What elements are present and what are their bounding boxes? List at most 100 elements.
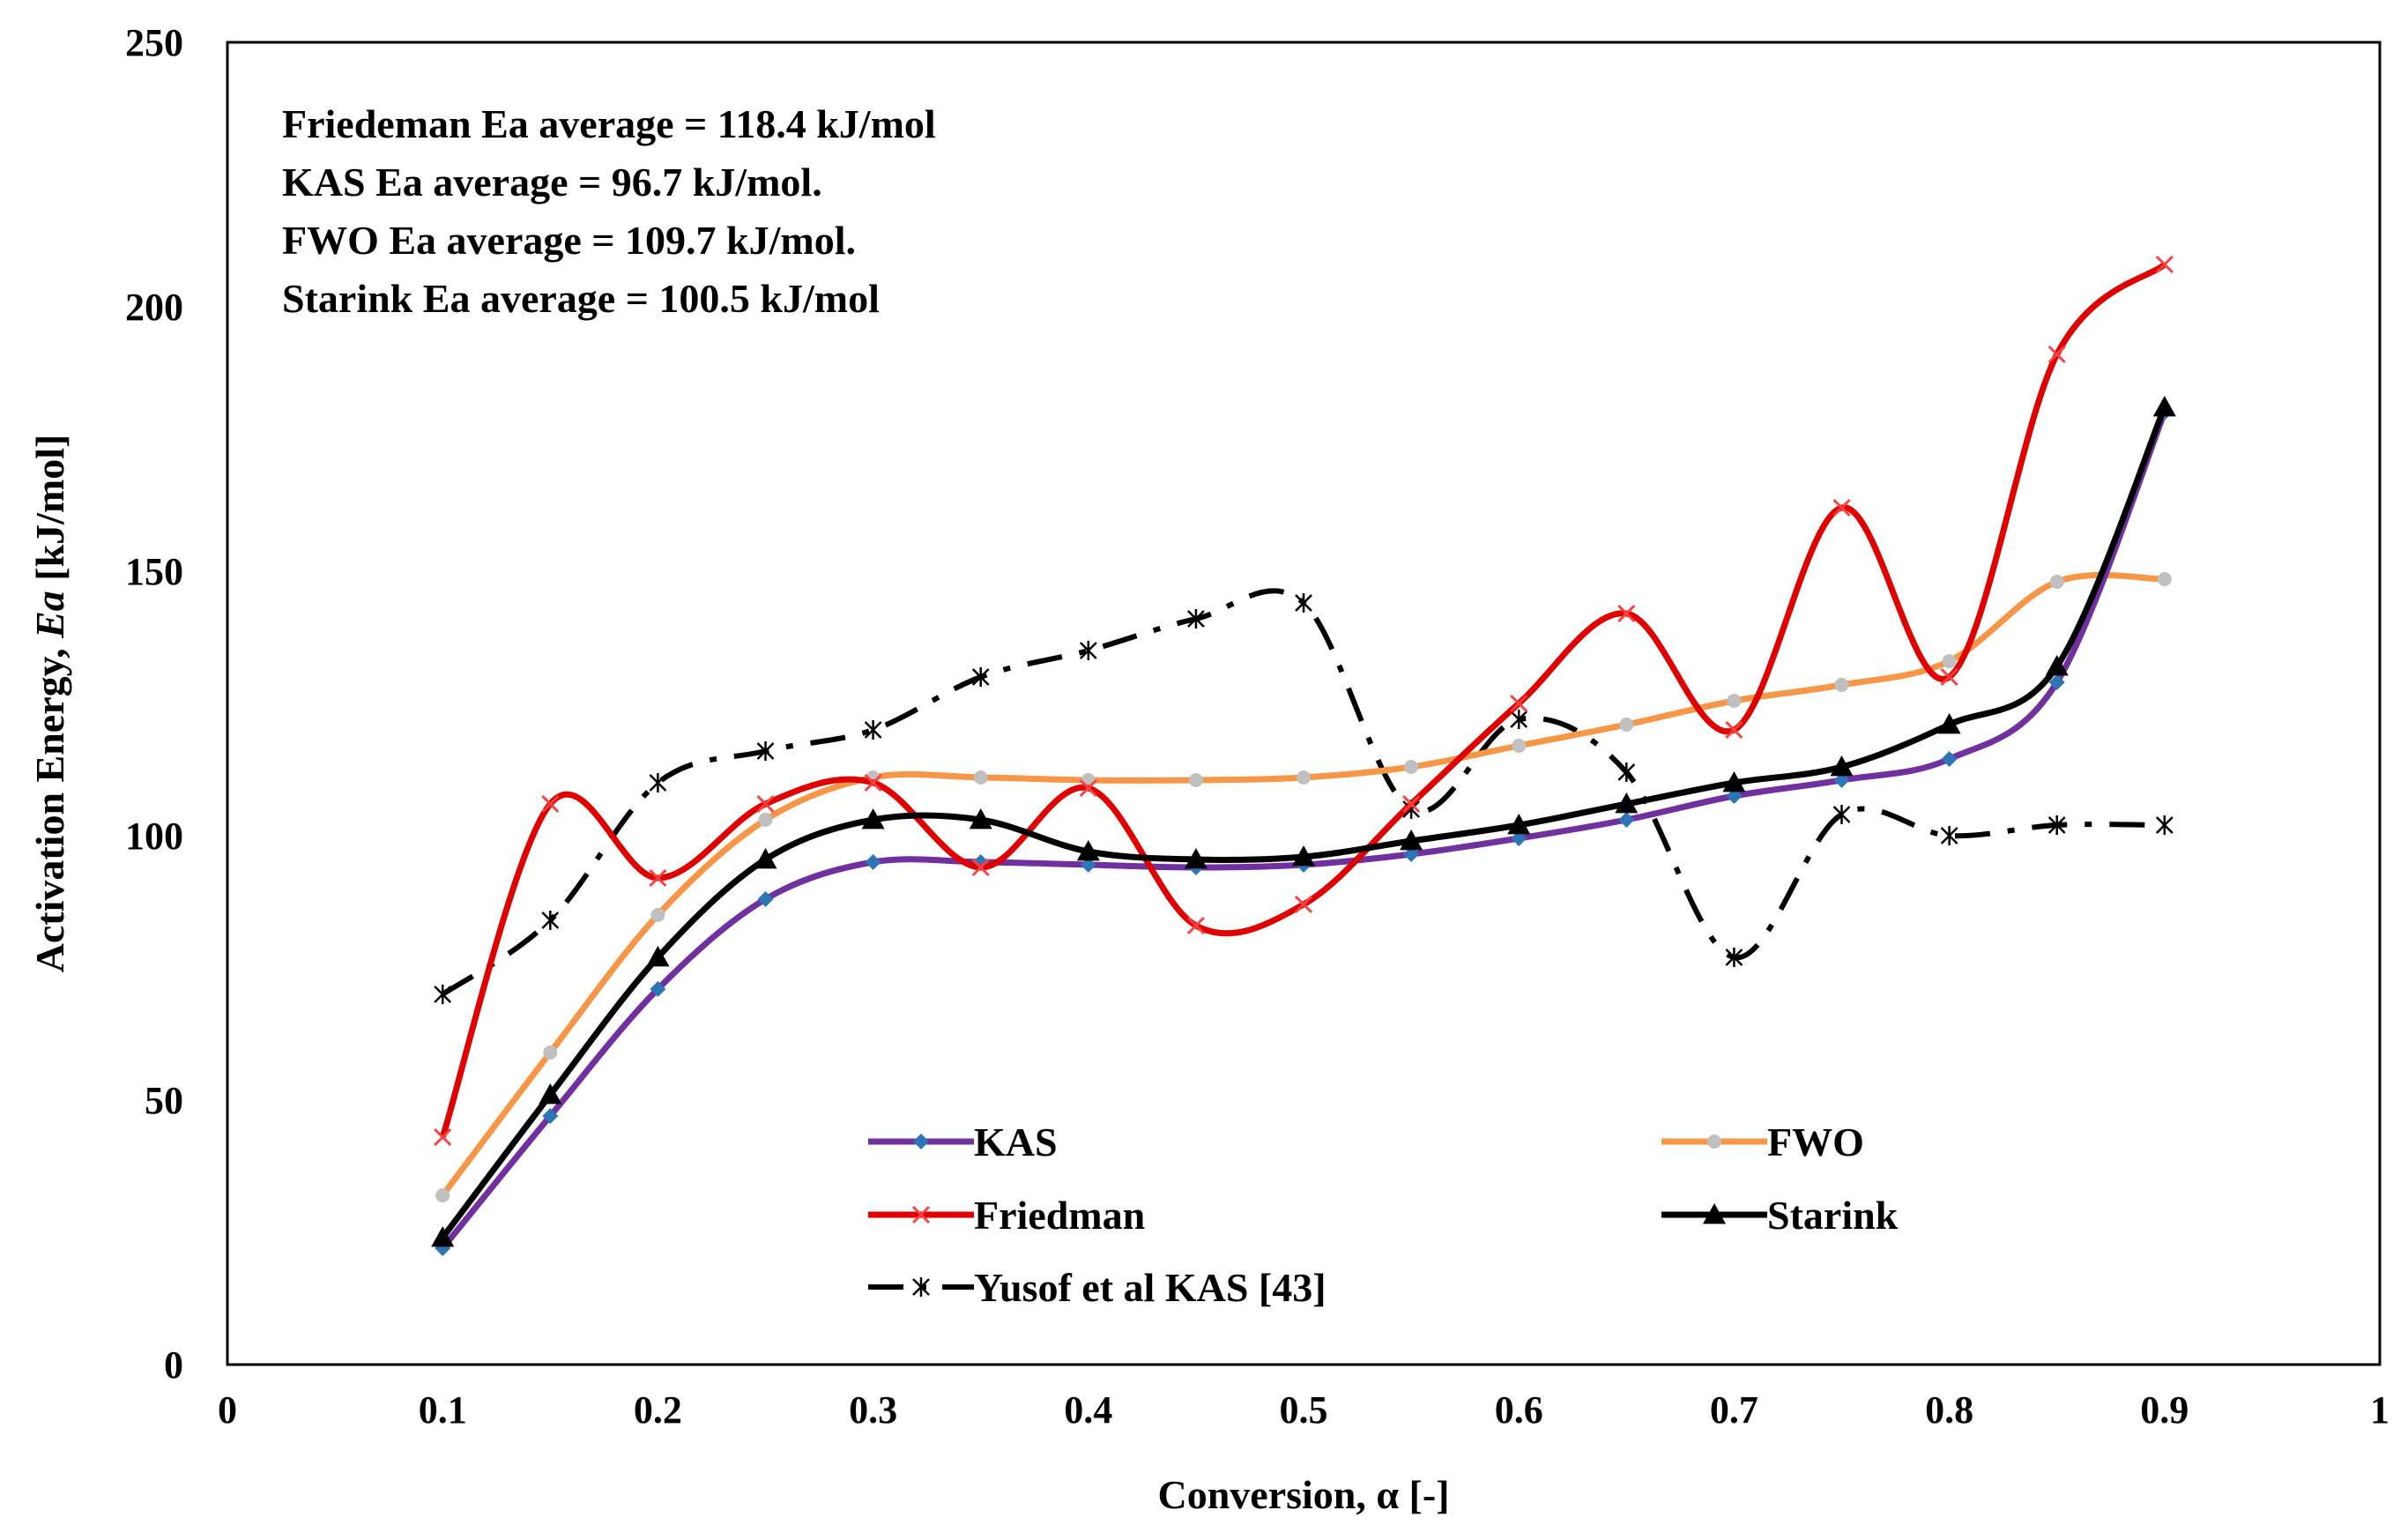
- data-point-fwo: [435, 1188, 450, 1202]
- annotation-starink-average: Starink Ea average = 100.5 kJ/mol: [282, 276, 880, 321]
- data-point-friedman: [2155, 255, 2174, 274]
- data-point-fwo: [1512, 739, 1527, 753]
- data-point-starink: [1830, 755, 1854, 777]
- data-point-kas: [1511, 830, 1527, 846]
- data-point-starink: [1184, 848, 1208, 869]
- data-point-friedman: [1510, 694, 1528, 713]
- series-kas: [435, 405, 2173, 1256]
- data-point-kas: [1941, 751, 1958, 767]
- data-point-fwo: [2049, 575, 2064, 589]
- y-axis-title: Activation Energy, Ea [kJ/mol]: [27, 435, 72, 973]
- data-point-fwo: [1188, 773, 1203, 787]
- y-tick-label: 50: [145, 1079, 183, 1122]
- x-tick-label: 1: [2370, 1388, 2389, 1432]
- y-axis-ticks: 0 50 100 150 200 250: [125, 21, 183, 1387]
- annotation-fwo-average: FWO Ea average = 109.7 kJ/mol.: [282, 218, 856, 263]
- data-point-friedman: [1617, 604, 1636, 623]
- data-point-starink: [754, 848, 777, 869]
- data-point-fwo: [650, 908, 665, 922]
- y-tick-label: 250: [125, 21, 183, 64]
- data-point-starink: [861, 808, 885, 830]
- series-layer: [431, 255, 2176, 1256]
- data-point-fwo: [1727, 694, 1742, 708]
- data-point-friedman: [864, 773, 882, 792]
- annotation-block: Friedeman Ea average = 118.4 kJ/mol KAS …: [282, 101, 936, 321]
- data-point-yusof-et-al-kas-43: [541, 911, 560, 930]
- legend-marker-friedman: [911, 1205, 931, 1224]
- data-point-yusof-et-al-kas-43: [864, 720, 882, 740]
- data-point-kas: [1080, 857, 1096, 873]
- legend-item-fwo: FWO: [1661, 1120, 1864, 1164]
- data-point-starink: [1292, 845, 1315, 867]
- data-point-starink: [1507, 814, 1531, 835]
- data-point-fwo: [2157, 572, 2172, 586]
- data-point-yusof-et-al-kas-43: [1187, 609, 1205, 629]
- data-point-fwo: [758, 813, 773, 827]
- x-axis-title: Conversion, α [-]: [1157, 1472, 1449, 1517]
- x-tick-label: 0.4: [1064, 1388, 1112, 1432]
- data-point-yusof-et-al-kas-43: [1940, 826, 1958, 845]
- data-point-kas: [865, 854, 881, 870]
- y-axis-title-symbol: Ea: [27, 591, 72, 639]
- series-yusof-et-al-kas-43: [434, 588, 2174, 1004]
- data-point-starink: [1076, 840, 1100, 861]
- data-point-kas: [2048, 674, 2065, 690]
- data-point-yusof-et-al-kas-43: [756, 741, 775, 761]
- data-point-friedman: [1725, 720, 1743, 740]
- x-tick-label: 0.6: [1495, 1388, 1543, 1432]
- legend-label-starink: Starink: [1767, 1193, 1899, 1238]
- y-axis-title-prefix: Activation Energy,: [27, 638, 72, 972]
- data-point-kas: [1726, 788, 1743, 804]
- x-tick-label: 0.5: [1280, 1388, 1328, 1432]
- data-point-kas: [1618, 812, 1635, 828]
- data-point-friedman: [1940, 667, 1958, 687]
- data-point-friedman: [1832, 498, 1851, 517]
- data-point-friedman: [1294, 895, 1313, 914]
- legend: KAS FWO Friedman Starink Yusof et al KAS [43…: [868, 1120, 1899, 1310]
- data-point-yusof-et-al-kas-43: [1617, 763, 1636, 782]
- legend-label-friedman: Friedman: [974, 1193, 1145, 1238]
- y-tick-label: 0: [164, 1343, 183, 1387]
- data-point-friedman: [649, 868, 667, 888]
- data-point-kas: [650, 981, 666, 997]
- data-point-friedman: [2048, 345, 2066, 364]
- data-point-kas: [1403, 846, 1420, 862]
- legend-marker-kas: [913, 1134, 929, 1149]
- y-tick-label: 150: [125, 550, 183, 593]
- data-point-fwo: [1297, 770, 1311, 785]
- y-axis-title-unit: [kJ/mol]: [27, 435, 72, 591]
- x-tick-label: 0.3: [849, 1388, 897, 1432]
- data-point-yusof-et-al-kas-43: [1725, 948, 1743, 967]
- data-point-friedman: [756, 794, 775, 814]
- legend-item-friedman: Friedman: [868, 1193, 1145, 1238]
- data-point-yusof-et-al-kas-43: [1295, 593, 1312, 613]
- data-point-yusof-et-al-kas-43: [649, 773, 667, 792]
- data-point-yusof-et-al-kas-43: [2048, 815, 2066, 835]
- data-point-kas: [1833, 772, 1850, 788]
- data-point-starink: [539, 1083, 562, 1105]
- data-point-yusof-et-al-kas-43: [2155, 815, 2174, 835]
- x-tick-label: 0.9: [2140, 1388, 2189, 1432]
- data-point-friedman: [1079, 778, 1097, 798]
- x-tick-label: 0.8: [1925, 1388, 1973, 1432]
- series-friedman: [434, 255, 2174, 1147]
- data-point-starink: [646, 946, 670, 967]
- data-point-fwo: [543, 1045, 558, 1060]
- data-point-kas: [757, 891, 774, 907]
- data-point-fwo: [1404, 760, 1419, 774]
- x-tick-label: 0: [218, 1388, 237, 1432]
- x-tick-label: 0.7: [1710, 1388, 1758, 1432]
- data-point-starink: [2152, 396, 2176, 417]
- data-point-friedman: [1186, 916, 1205, 935]
- series-line-kas: [440, 411, 2168, 1251]
- x-tick-label: 0.2: [634, 1388, 682, 1432]
- series-line-yusof-et-al-kas-43: [441, 588, 2165, 997]
- data-point-kas: [542, 1108, 559, 1124]
- legend-item-yusof-et-al-kas-43: Yusof et al KAS [43]: [868, 1265, 1327, 1310]
- annotation-friedman-average: Friedeman Ea average = 118.4 kJ/mol: [282, 101, 936, 146]
- data-point-starink: [1400, 830, 1423, 851]
- data-point-yusof-et-al-kas-43: [1079, 641, 1097, 660]
- series-line-friedman: [439, 262, 2167, 1139]
